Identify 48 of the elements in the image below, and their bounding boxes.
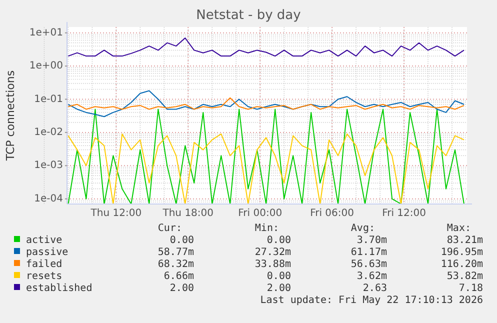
text: Avg: [350, 223, 375, 234]
text: Cur: [158, 223, 182, 234]
legend-label: passive [26, 247, 68, 258]
text: 58.77m [158, 247, 194, 258]
line-series [68, 37, 464, 57]
text: 7.18 [458, 283, 483, 294]
text: 83.21m [446, 235, 483, 246]
text: 3.70m [356, 235, 387, 246]
x-tick-label: Fri 12:00 [382, 208, 426, 219]
line-series [68, 108, 464, 204]
y-tick-label: 1e-01 [34, 94, 63, 105]
chart-title: Netstat - by day [196, 8, 302, 23]
y-tick-label: 1e-02 [34, 126, 63, 138]
line-series [68, 90, 464, 118]
legend-label: established [26, 283, 92, 294]
text: 27.32m [254, 247, 291, 258]
y-axis-title: TCP connections [4, 70, 17, 162]
text: 56.63m [350, 259, 387, 270]
text: 196.95m [440, 247, 483, 258]
x-tick-label: Fri 06:00 [310, 208, 354, 219]
text: 3.62m [356, 271, 387, 282]
text: 2.00 [170, 283, 194, 294]
text: 0.00 [266, 271, 291, 282]
text: 6.66m [164, 271, 194, 282]
text: 0.00 [266, 235, 291, 246]
x-tick-label: Fri 00:00 [238, 208, 282, 219]
text: 53.82m [446, 271, 483, 282]
text: 116.20m [440, 259, 483, 270]
legend-label: active [26, 235, 62, 246]
legend-label: resets [26, 271, 62, 282]
y-tick-label: 1e+01 [29, 27, 63, 38]
x-tick-label: Thu 12:00 [90, 208, 142, 219]
x-tick-label: Thu 18:00 [162, 208, 214, 219]
text: Last update: Fri May 22 17:10:13 2026 [260, 295, 483, 306]
text: 33.88m [254, 259, 291, 270]
legend-label: failed [26, 259, 62, 270]
y-tick-label: 1e-04 [34, 193, 63, 204]
text: Max: [446, 223, 471, 234]
line-series [68, 97, 464, 110]
text: 2.00 [266, 283, 291, 294]
line-series [68, 133, 464, 204]
y-tick-label: 1e+00 [29, 60, 63, 72]
text: 0.00 [170, 235, 194, 246]
text: 2.63 [362, 283, 387, 294]
text: 68.32m [158, 259, 194, 270]
text: Min: [254, 223, 279, 234]
y-tick-label: 1e-03 [34, 160, 63, 172]
text: 61.17m [350, 247, 387, 258]
